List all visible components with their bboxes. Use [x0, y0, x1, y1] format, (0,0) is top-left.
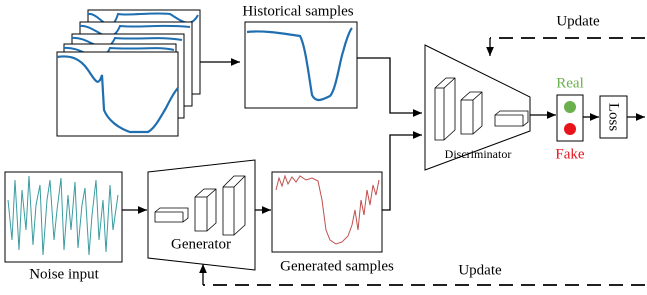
update-bottom-label: Update [458, 262, 502, 278]
real-label: Real [556, 75, 584, 91]
fake-label: Fake [555, 146, 585, 162]
historical-stack [57, 10, 200, 136]
arrow [382, 135, 422, 210]
historical-label: Historical samples [242, 3, 353, 19]
discriminator-label: Discriminator [445, 147, 512, 161]
noise-label: Noise input [29, 266, 99, 282]
arrow [357, 58, 422, 113]
fake-light [564, 123, 576, 135]
loss-label: Loss [606, 103, 622, 132]
generator-label: Generator [171, 236, 231, 252]
update-top-label: Update [556, 13, 600, 29]
real-light [564, 101, 576, 113]
gan-diagram: Historical samples Discriminator Real Fa… [0, 0, 647, 295]
generated-label: Generated samples [280, 258, 394, 274]
